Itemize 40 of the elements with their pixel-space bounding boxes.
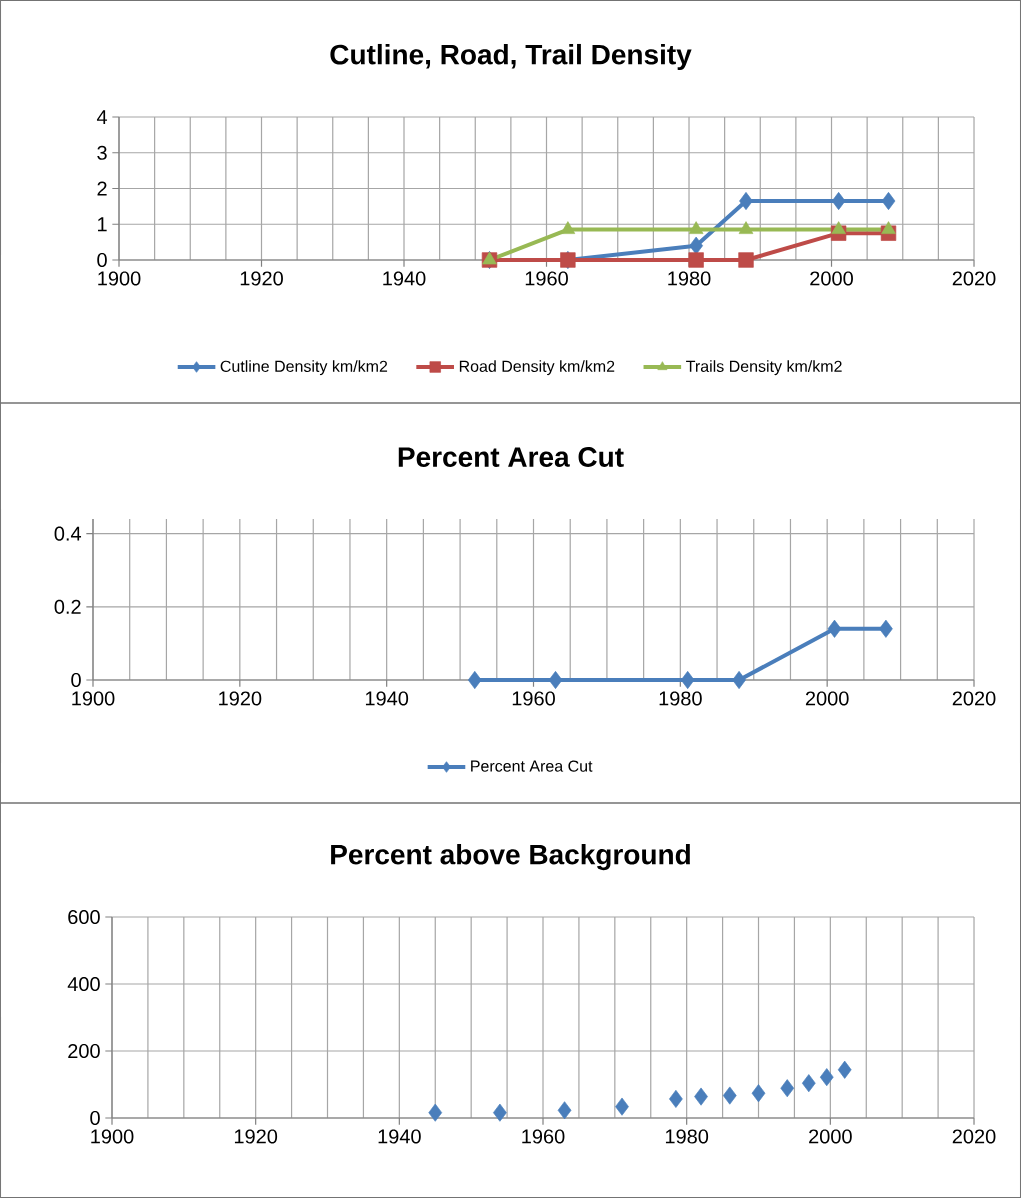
x-tick-label: 1980	[668, 271, 711, 286]
x-tick-label: 1940	[378, 1129, 421, 1144]
x-tick-label: 1900	[91, 1129, 134, 1144]
y-tick-label: 0	[71, 672, 81, 688]
x-tick-label: 2020	[952, 691, 996, 706]
x-tick-label: 1920	[219, 691, 262, 706]
x-tick-label: 1900	[98, 271, 141, 286]
x-tick-label: 1960	[522, 1129, 565, 1144]
legend-label: Trails Density km/km2	[686, 360, 842, 376]
y-tick-label: 200	[68, 1043, 100, 1059]
y-tick-label: 4	[96, 110, 108, 124]
legend-label: Cutline Density km/km2	[220, 360, 388, 376]
y-tick-label: 2	[97, 181, 107, 196]
x-tick-label: 2020	[952, 271, 996, 286]
chart-title: Cutline, Road, Trail Density	[330, 43, 692, 71]
legend-label: Percent Area Cut	[471, 760, 593, 772]
chart-title: Percent Area Cut	[398, 447, 624, 467]
x-tick-label: 1940	[365, 691, 409, 706]
x-tick-label: 1900	[72, 691, 115, 706]
x-tick-label: 2000	[805, 691, 849, 706]
x-tick-label: 2000	[809, 1129, 852, 1144]
legend-label: Road Density km/km2	[459, 360, 615, 376]
y-tick-label: 0	[90, 1110, 100, 1126]
x-tick-label: 1980	[665, 1129, 709, 1144]
x-tick-label: 2020	[952, 1129, 996, 1144]
y-tick-label: 0.2	[54, 599, 81, 614]
x-tick-label: 2000	[810, 271, 853, 286]
x-tick-label: 1940	[383, 271, 426, 286]
x-tick-label: 1960	[512, 691, 555, 706]
y-tick-label: 0.4	[54, 526, 82, 541]
y-tick-label: 600	[68, 909, 100, 925]
y-tick-label: 0	[97, 252, 107, 268]
y-tick-label: 3	[97, 145, 107, 160]
x-tick-label: 1920	[240, 271, 283, 286]
x-tick-label: 1980	[659, 691, 702, 706]
chart-title: Percent above Background	[331, 843, 690, 871]
x-tick-label: 1920	[234, 1129, 278, 1144]
y-tick-label: 1	[98, 217, 107, 232]
y-tick-label: 400	[67, 976, 100, 992]
x-tick-label: 1960	[525, 271, 568, 286]
